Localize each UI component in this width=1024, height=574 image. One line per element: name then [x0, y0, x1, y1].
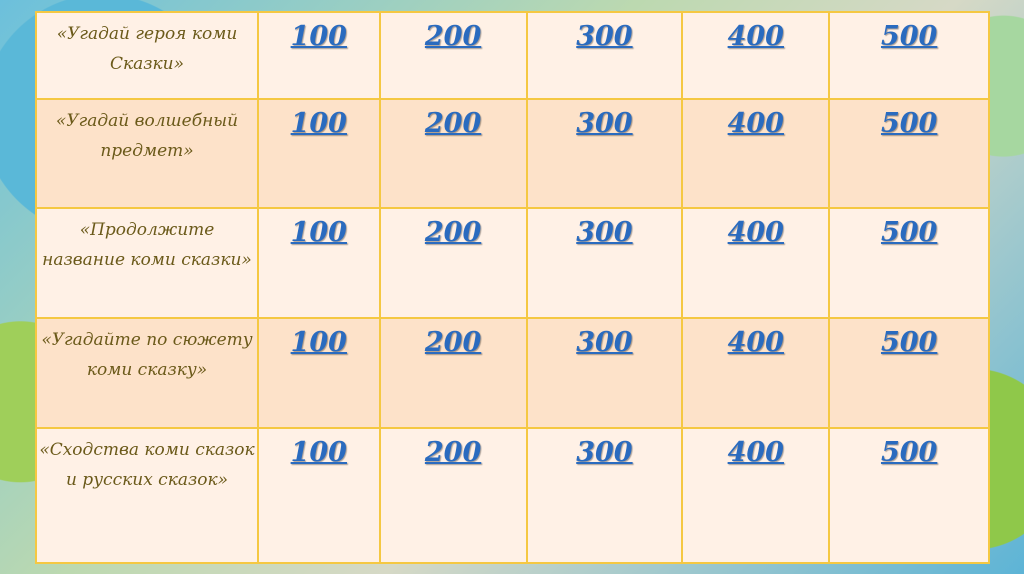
- question-link-500[interactable]: 500: [880, 217, 938, 248]
- question-cell: 400: [681, 317, 831, 429]
- question-cell: 100: [257, 11, 381, 100]
- question-link-200[interactable]: 200: [424, 437, 482, 468]
- question-link-100[interactable]: 100: [290, 217, 347, 248]
- question-link-500[interactable]: 500: [880, 437, 938, 468]
- question-cell: 300: [525, 11, 684, 100]
- question-link-300[interactable]: 300: [576, 437, 633, 468]
- question-link-400[interactable]: 400: [727, 437, 784, 468]
- question-link-400[interactable]: 400: [727, 108, 784, 139]
- category-label: «Угадайте по сюжету коми сказку»: [34, 317, 260, 429]
- category-label: «Угадай героя коми Сказки»: [34, 11, 260, 100]
- question-cell: 100: [257, 317, 381, 429]
- question-link-200[interactable]: 200: [424, 217, 482, 248]
- question-cell: 500: [828, 317, 990, 429]
- question-cell: 100: [257, 98, 381, 209]
- question-link-300[interactable]: 300: [576, 217, 633, 248]
- question-cell: 300: [525, 317, 684, 429]
- question-cell: 400: [681, 11, 831, 100]
- question-link-400[interactable]: 400: [727, 217, 784, 248]
- question-cell: 400: [681, 207, 831, 319]
- question-link-400[interactable]: 400: [727, 327, 784, 358]
- question-cell: 200: [378, 427, 528, 564]
- question-cell: 500: [828, 98, 990, 209]
- board-row: «Сходства коми сказок и русских сказок» 1…: [34, 427, 990, 564]
- question-link-100[interactable]: 100: [290, 21, 347, 52]
- question-cell: 400: [681, 98, 831, 209]
- question-link-200[interactable]: 200: [424, 108, 482, 139]
- question-link-500[interactable]: 500: [880, 21, 938, 52]
- question-cell: 200: [378, 317, 528, 429]
- question-cell: 300: [525, 98, 684, 209]
- category-label: «Сходства коми сказок и русских сказок»: [34, 427, 260, 564]
- question-link-400[interactable]: 400: [727, 21, 784, 52]
- board-row: «Угадай волшебный предмет» 100 200 300 400 50…: [34, 98, 990, 209]
- board-row: «Угадай героя коми Сказки» 100 200 300 400 50…: [34, 11, 990, 100]
- jeopardy-board: «Угадай героя коми Сказки» 100 200 300 400 50…: [34, 11, 990, 564]
- board-row: «Продолжите название коми сказки» 100 200 3…: [34, 207, 990, 319]
- question-cell: 500: [828, 11, 990, 100]
- category-label: «Продолжите название коми сказки»: [34, 207, 260, 319]
- question-cell: 200: [378, 11, 528, 100]
- question-cell: 500: [828, 427, 990, 564]
- question-cell: 300: [525, 427, 684, 564]
- category-label: «Угадай волшебный предмет»: [34, 98, 260, 209]
- question-link-300[interactable]: 300: [576, 21, 633, 52]
- question-link-500[interactable]: 500: [880, 327, 938, 358]
- question-cell: 100: [257, 207, 381, 319]
- question-link-500[interactable]: 500: [880, 108, 938, 139]
- question-link-100[interactable]: 100: [290, 327, 347, 358]
- question-link-100[interactable]: 100: [290, 437, 347, 468]
- question-cell: 400: [681, 427, 831, 564]
- board-row: «Угадайте по сюжету коми сказку» 100 200 30…: [34, 317, 990, 429]
- question-cell: 200: [378, 98, 528, 209]
- question-link-200[interactable]: 200: [424, 21, 482, 52]
- question-link-300[interactable]: 300: [576, 327, 633, 358]
- question-link-100[interactable]: 100: [290, 108, 347, 139]
- question-cell: 300: [525, 207, 684, 319]
- question-cell: 500: [828, 207, 990, 319]
- question-cell: 100: [257, 427, 381, 564]
- question-link-200[interactable]: 200: [424, 327, 482, 358]
- question-link-300[interactable]: 300: [576, 108, 633, 139]
- question-cell: 200: [378, 207, 528, 319]
